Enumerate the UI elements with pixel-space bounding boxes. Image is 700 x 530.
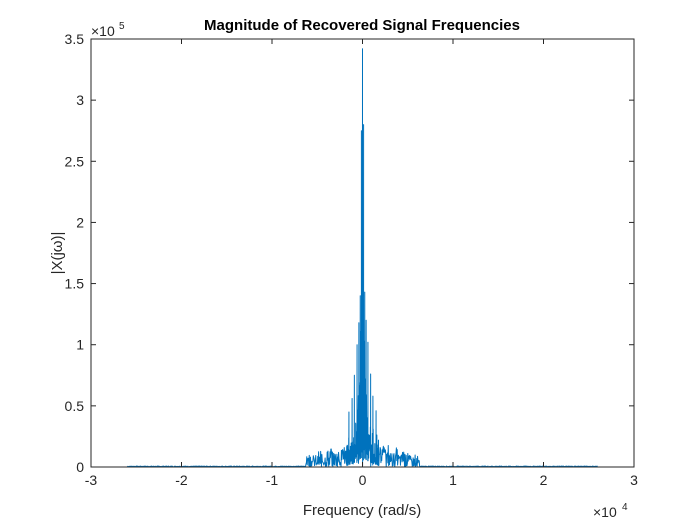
x-exponent-base: ×10 bbox=[593, 504, 617, 520]
y-ticks: 0 0.5 1 1.5 2 2.5 3 3.5 bbox=[65, 31, 634, 475]
chart-title: Magnitude of Recovered Signal Frequencie… bbox=[204, 17, 520, 34]
y-exponent-power: 5 bbox=[119, 21, 125, 32]
x-tick-label: -3 bbox=[85, 472, 98, 488]
x-tick-label: 1 bbox=[449, 472, 457, 488]
y-tick-label: 0.5 bbox=[65, 398, 85, 414]
y-axis-label: |X(jω)| bbox=[49, 232, 66, 275]
x-tick-label: -2 bbox=[175, 472, 188, 488]
y-tick-label: 0 bbox=[76, 459, 84, 475]
y-tick-label: 1 bbox=[76, 337, 84, 353]
x-ticks: -3 -2 -1 0 1 2 3 bbox=[85, 39, 638, 488]
x-exponent-power: 4 bbox=[622, 502, 628, 513]
y-tick-label: 3 bbox=[76, 92, 84, 108]
y-tick-label: 2 bbox=[76, 214, 84, 230]
x-axis-label: Frequency (rad/s) bbox=[303, 502, 421, 519]
y-tick-label: 2.5 bbox=[65, 153, 85, 169]
x-tick-label: 0 bbox=[359, 472, 367, 488]
x-tick-label: 3 bbox=[630, 472, 638, 488]
y-tick-label: 1.5 bbox=[65, 276, 85, 292]
x-exponent-label: ×10 4 bbox=[593, 502, 628, 520]
y-exponent-base: ×10 bbox=[91, 23, 115, 39]
y-tick-label: 3.5 bbox=[65, 31, 85, 47]
x-tick-label: -1 bbox=[266, 472, 279, 488]
x-tick-label: 2 bbox=[540, 472, 548, 488]
y-exponent-label: ×10 5 bbox=[91, 21, 125, 39]
